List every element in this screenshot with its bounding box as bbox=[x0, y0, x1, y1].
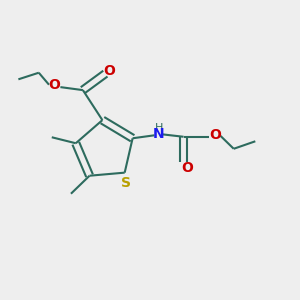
Text: S: S bbox=[121, 176, 131, 190]
Text: O: O bbox=[103, 64, 115, 78]
Text: N: N bbox=[152, 127, 164, 141]
Text: O: O bbox=[182, 161, 194, 175]
Text: O: O bbox=[48, 78, 60, 92]
Text: O: O bbox=[209, 128, 221, 142]
Text: H: H bbox=[155, 123, 163, 133]
